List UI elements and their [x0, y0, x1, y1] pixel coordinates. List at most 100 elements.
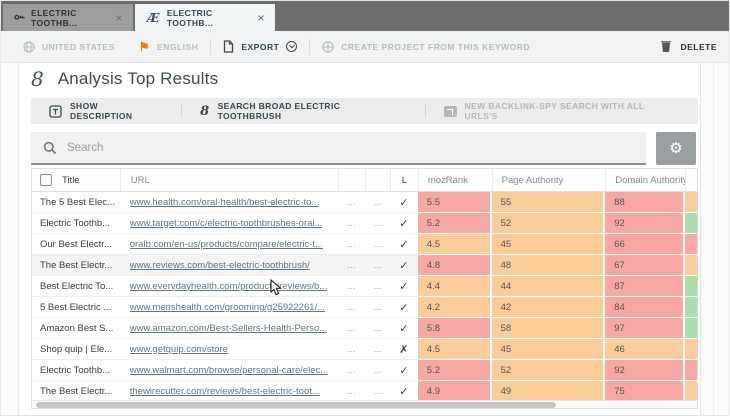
domain-authority-value: 46	[605, 339, 685, 360]
column-listed-label: L	[401, 174, 407, 186]
table-row[interactable]: Electric Toothb... www.target.com/c/elec…	[32, 213, 697, 234]
more-options[interactable]: ...	[364, 339, 390, 360]
close-icon[interactable]: ×	[257, 10, 265, 25]
result-url-link[interactable]: thewirecutter.com/reviews/best-electric-…	[129, 385, 320, 397]
page-authority-value: 45	[491, 234, 606, 255]
more-options[interactable]: ...	[364, 360, 390, 381]
select-all-checkbox[interactable]	[40, 174, 52, 186]
table-row[interactable]: Electric Toothb... www.walmart.com/brows…	[32, 360, 697, 381]
more-options[interactable]: ...	[338, 234, 365, 255]
result-url-link[interactable]: www.everydayhealth.com/products/reviews/…	[129, 280, 328, 292]
horizontal-scrollbar[interactable]	[32, 400, 697, 408]
result-title: Shop quip | Ele...	[32, 339, 120, 360]
right-margin	[701, 63, 729, 415]
result-title: Electric Toothb...	[32, 213, 120, 234]
description-icon	[49, 104, 62, 118]
new-backlink-spy-label: NEW BACKLINK-SPY SEARCH WITH ALL URLS'S	[464, 101, 645, 121]
table-row[interactable]: Amazon Best S... www.amazon.com/Best-Sel…	[32, 318, 697, 339]
mozrank-value: 4.5	[417, 234, 492, 255]
more-options[interactable]: ...	[338, 276, 365, 297]
more-options[interactable]: ...	[364, 192, 390, 213]
more-options[interactable]: ...	[364, 234, 390, 255]
more-options[interactable]: ...	[364, 213, 390, 234]
page-authority-value: 45	[491, 339, 606, 360]
result-url-link[interactable]: www.reviews.com/best-electric-toothbrush…	[129, 259, 310, 271]
toolbar-separator	[210, 38, 212, 55]
more-options[interactable]: ...	[364, 276, 390, 297]
scrollbar-thumb[interactable]	[36, 402, 556, 408]
action-bar: SHOW DESCRIPTION 8 SEARCH BROAD ELECTRIC…	[31, 98, 698, 124]
table-row[interactable]: Shop quip | Ele... www.getquip.com/store…	[32, 339, 697, 360]
search-input[interactable]	[67, 141, 634, 154]
page-authority-value: 55	[491, 192, 606, 213]
column-domain-authority: Domain Authority	[605, 169, 685, 191]
result-title: The Best Electr...	[32, 255, 120, 276]
show-description-button[interactable]: SHOW DESCRIPTION	[31, 98, 181, 124]
result-url-link[interactable]: www.walmart.com/browse/personal-care/ele…	[129, 364, 329, 376]
more-options[interactable]: ...	[364, 297, 390, 318]
delete-button[interactable]: DELETE	[660, 40, 717, 53]
new-backlink-spy-button[interactable]: NEW BACKLINK-SPY SEARCH WITH ALL URLS'S	[426, 98, 698, 124]
table-row[interactable]: The Best Electr... thewirecutter.com/rev…	[32, 381, 697, 402]
more-options[interactable]: ...	[338, 360, 365, 381]
table-body: The 5 Best Elec... www.health.com/oral-h…	[32, 192, 697, 402]
language-selector[interactable]: ⚑ ENGLISH	[127, 31, 211, 62]
result-url-link[interactable]: www.health.com/oral-health/best-electric…	[129, 196, 320, 208]
more-options[interactable]: ...	[364, 255, 390, 276]
more-options[interactable]: ...	[338, 381, 365, 402]
mozrank-value: 5.2	[417, 213, 492, 234]
table-row[interactable]: 5 Best Electric ... www.menshealth.com/g…	[32, 297, 697, 318]
more-options[interactable]: ...	[338, 192, 365, 213]
column-listed: L	[389, 169, 418, 191]
result-url-link[interactable]: www.menshealth.com/grooming/g25922261/..…	[129, 301, 326, 313]
tab-electric-toothbrush-1[interactable]: ELECTRIC TOOTHB... ×	[3, 4, 133, 31]
tab-electric-toothbrush-2[interactable]: Æ ELECTRIC TOOTHB... ×	[135, 4, 275, 31]
table-settings-button[interactable]: ⚙	[656, 132, 696, 165]
table-row[interactable]: Best Electric To... www.everydayhealth.c…	[32, 276, 697, 297]
more-options[interactable]: ...	[338, 339, 365, 360]
result-title: Best Electric To...	[32, 276, 120, 297]
country-label: UNITED STATES	[42, 41, 115, 52]
country-selector[interactable]: UNITED STATES	[11, 31, 127, 62]
more-options[interactable]: ...	[364, 318, 390, 339]
table-row[interactable]: Our Best Electr... oralb.com/en-us/produ…	[32, 234, 697, 255]
close-icon[interactable]: ×	[115, 10, 123, 25]
clipped-value	[685, 192, 697, 213]
more-options[interactable]: ...	[338, 213, 365, 234]
result-title: Electric Toothb...	[32, 360, 120, 381]
export-button[interactable]: EXPORT	[211, 31, 309, 62]
search-broad-button[interactable]: 8 SEARCH BROAD ELECTRIC TOOTHBRUSH	[182, 98, 424, 124]
domain-authority-value: 87	[605, 276, 685, 297]
result-url-link[interactable]: www.amazon.com/Best-Sellers-Health-Perso…	[129, 322, 328, 334]
table-row[interactable]: The Best Electr... www.reviews.com/best-…	[32, 255, 697, 276]
mozrank-value: 4.5	[417, 339, 492, 360]
column-title-label: Title	[62, 174, 80, 186]
result-url-link[interactable]: www.target.com/c/electric-toothbrushes-o…	[129, 217, 323, 229]
brand-logo-icon: 8	[31, 67, 44, 91]
gear-icon: ⚙	[669, 140, 683, 157]
flag-icon: ⚑	[138, 39, 151, 54]
more-options[interactable]: ...	[364, 381, 390, 402]
listed-mark: ✓	[399, 217, 409, 230]
listed-mark: ✓	[399, 364, 409, 377]
domain-authority-value: 66	[605, 234, 685, 255]
column-mozrank: mozRank	[417, 169, 492, 191]
result-url-link[interactable]: oralb.com/en-us/products/compare/electri…	[129, 238, 323, 250]
listed-mark: ✓	[399, 385, 409, 398]
table-header-row: Title URL L mozRank Page Authority Domai…	[32, 169, 697, 192]
more-options[interactable]: ...	[338, 297, 365, 318]
page-authority-value: 48	[491, 255, 606, 276]
listed-mark: ✗	[399, 343, 409, 356]
result-url-link[interactable]: www.getquip.com/store	[129, 343, 228, 355]
search-bar	[31, 132, 646, 165]
more-options[interactable]: ...	[338, 318, 365, 339]
create-project-button[interactable]: CREATE PROJECT FROM THIS KEYWORD	[310, 31, 542, 62]
domain-authority-value: 97	[605, 318, 685, 339]
more-options[interactable]: ...	[338, 255, 365, 276]
key-icon	[14, 14, 25, 20]
table-row[interactable]: The 5 Best Elec... www.health.com/oral-h…	[32, 192, 697, 213]
column-mozrank-label: mozRank	[427, 174, 468, 186]
result-title: Amazon Best S...	[32, 318, 120, 339]
result-title: 5 Best Electric ...	[32, 297, 120, 318]
